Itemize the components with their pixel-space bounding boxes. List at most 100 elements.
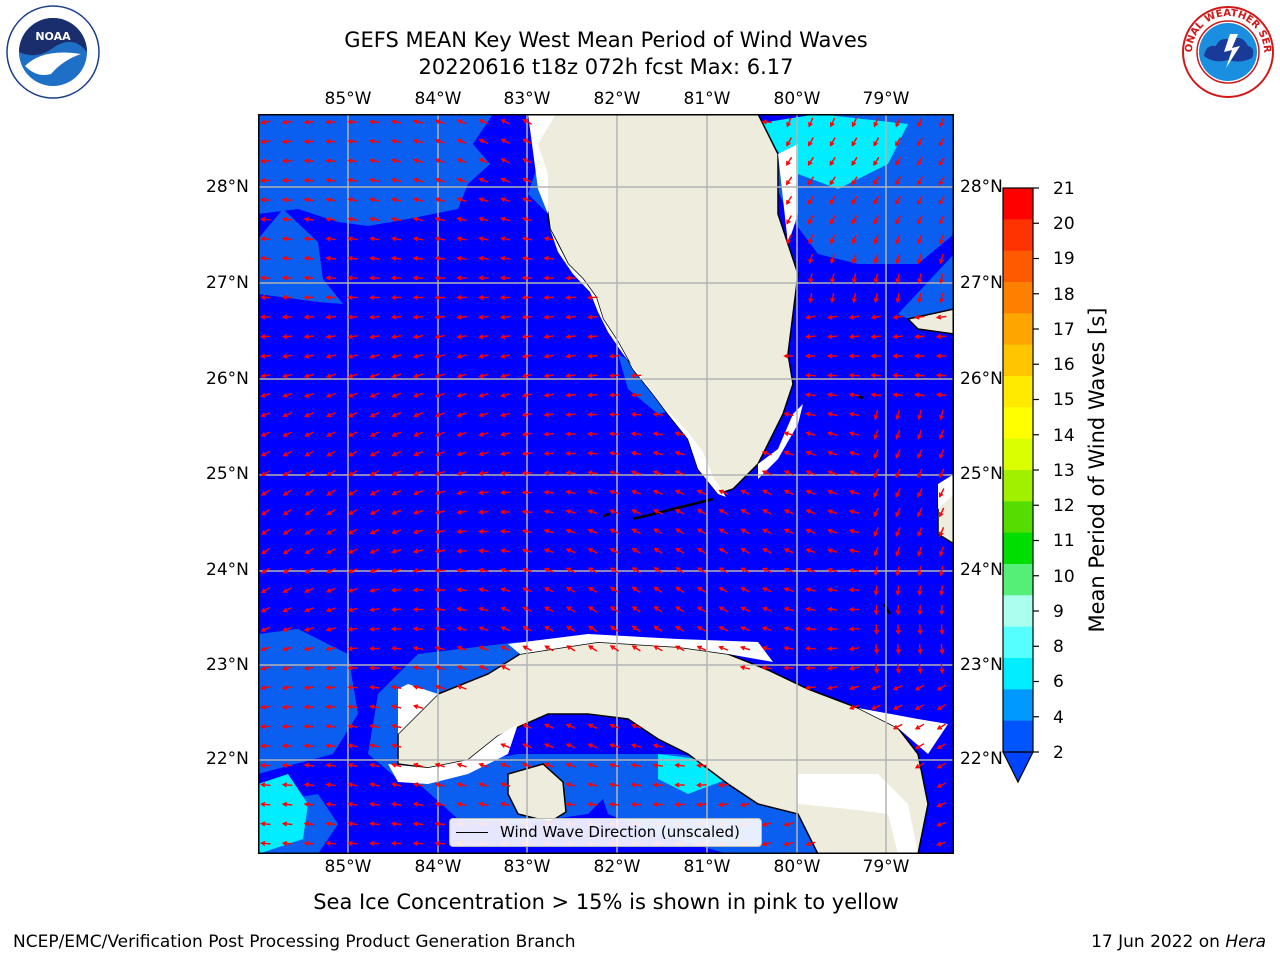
wave-arrow-head bbox=[434, 197, 441, 203]
wave-arrow-shaft bbox=[414, 237, 424, 241]
wave-arrow-head bbox=[412, 158, 419, 164]
wave-arrow-head bbox=[500, 743, 506, 748]
wave-arrow-head bbox=[521, 412, 528, 418]
wave-arrow-head bbox=[281, 723, 288, 730]
wave-arrow-head bbox=[566, 645, 572, 650]
wave-arrow-shaft bbox=[610, 490, 620, 495]
wave-arrow-shaft bbox=[523, 393, 533, 397]
wave-arrow-shaft bbox=[370, 198, 380, 202]
wave-arrow-head bbox=[390, 607, 397, 613]
wave-arrow-head bbox=[917, 122, 922, 128]
wave-arrow-head bbox=[282, 569, 288, 574]
wave-arrow-head bbox=[390, 645, 397, 651]
wave-arrow-shaft bbox=[588, 567, 598, 574]
wave-arrow-head bbox=[761, 470, 768, 475]
wave-arrow-shaft bbox=[305, 450, 314, 457]
wave-arrow-head bbox=[870, 392, 876, 398]
wave-arrow-head bbox=[938, 453, 944, 459]
wave-arrow-shaft bbox=[918, 663, 922, 673]
wave-arrow-head bbox=[303, 334, 310, 340]
wave-arrow-head bbox=[522, 177, 528, 183]
wave-arrow-head bbox=[369, 216, 375, 222]
wave-arrow-shaft bbox=[305, 198, 315, 202]
wave-arrow-head bbox=[939, 668, 945, 674]
wave-arrow-shaft bbox=[457, 646, 467, 651]
wave-arrow-head bbox=[434, 782, 441, 788]
wave-arrow-head bbox=[347, 138, 353, 144]
wave-arrow-head bbox=[326, 451, 332, 457]
wave-arrow-head bbox=[939, 629, 945, 635]
wave-arrow-shaft bbox=[370, 705, 380, 709]
wave-arrow-shaft bbox=[283, 706, 293, 708]
wave-arrow-head bbox=[282, 393, 288, 398]
wave-arrow-head bbox=[260, 665, 266, 671]
wave-arrow-shaft bbox=[784, 470, 794, 476]
wave-arrow-shaft bbox=[566, 548, 576, 554]
wave-arrow-shaft bbox=[719, 567, 729, 574]
lon-label-bottom: 84°W bbox=[414, 857, 462, 877]
wave-arrow-head bbox=[478, 762, 484, 768]
wave-arrow-head bbox=[347, 158, 353, 164]
wave-arrow-shaft bbox=[501, 412, 511, 417]
wave-arrow-shaft bbox=[392, 822, 402, 826]
wave-arrow-head bbox=[369, 840, 375, 846]
wave-arrow-shaft bbox=[831, 292, 835, 303]
wave-arrow-shaft bbox=[348, 764, 358, 767]
wave-arrow-shaft bbox=[370, 373, 380, 378]
wave-arrow-shaft bbox=[896, 273, 900, 283]
wave-arrow-head bbox=[939, 239, 944, 245]
wave-arrow-shaft bbox=[566, 587, 576, 593]
wave-arrow-head bbox=[895, 239, 901, 245]
wave-arrow-head bbox=[543, 314, 549, 320]
wave-arrow-head bbox=[281, 177, 288, 183]
wave-arrow-head bbox=[325, 821, 331, 827]
wave-arrow-shaft bbox=[784, 568, 794, 573]
wave-arrow-shaft bbox=[283, 764, 293, 767]
wave-arrow-head bbox=[499, 509, 506, 515]
wave-arrow-head bbox=[412, 645, 419, 651]
wave-arrow-shaft bbox=[457, 530, 467, 533]
wave-arrow-head bbox=[783, 665, 789, 671]
wave-arrow-head bbox=[304, 412, 310, 418]
wave-arrow-head bbox=[478, 548, 484, 554]
wave-arrow-shaft bbox=[414, 803, 424, 806]
wave-arrow-shaft bbox=[457, 490, 467, 495]
wave-arrow-head bbox=[653, 509, 659, 514]
wave-arrow-head bbox=[281, 139, 288, 145]
wave-arrow-shaft bbox=[523, 645, 532, 652]
wave-arrow-shaft bbox=[915, 762, 925, 769]
wave-arrow-head bbox=[369, 723, 375, 729]
wave-arrow-shaft bbox=[784, 548, 794, 554]
wave-arrow-shaft bbox=[370, 588, 380, 592]
wave-arrow-shaft bbox=[719, 489, 729, 496]
wave-arrow-shaft bbox=[392, 763, 402, 768]
wave-arrow-head bbox=[325, 840, 331, 846]
wave-arrow-shaft bbox=[918, 565, 922, 576]
wave-arrow-shaft bbox=[348, 470, 358, 476]
wave-arrow-shaft bbox=[939, 117, 945, 127]
wave-arrow-head bbox=[848, 587, 855, 593]
wave-arrow-shaft bbox=[392, 489, 402, 496]
wave-arrow-head bbox=[347, 762, 353, 768]
wave-arrow-head bbox=[938, 492, 944, 498]
wave-arrow-head bbox=[630, 782, 637, 788]
wave-arrow-head bbox=[281, 373, 288, 379]
colorbar-segment bbox=[1003, 188, 1033, 220]
wave-arrow-shaft bbox=[392, 568, 402, 573]
wave-arrow-head bbox=[522, 119, 528, 124]
wave-arrow-head bbox=[434, 314, 440, 320]
wave-arrow-shaft bbox=[697, 489, 707, 496]
wave-arrow-head bbox=[347, 646, 353, 652]
wave-arrow-head bbox=[434, 158, 441, 163]
wave-arrow-shaft bbox=[261, 237, 271, 241]
wave-arrow-head bbox=[873, 239, 879, 245]
wave-arrow-shaft bbox=[893, 335, 903, 338]
wave-arrow-shaft bbox=[896, 292, 900, 303]
wave-arrow-head bbox=[851, 199, 857, 206]
wave-arrow-head bbox=[303, 236, 310, 242]
wave-arrow-head bbox=[369, 275, 375, 281]
wave-arrow-shaft bbox=[852, 253, 857, 264]
wave-arrow-head bbox=[543, 509, 550, 515]
wave-arrow-head bbox=[935, 353, 942, 359]
wave-arrow-head bbox=[826, 314, 833, 320]
